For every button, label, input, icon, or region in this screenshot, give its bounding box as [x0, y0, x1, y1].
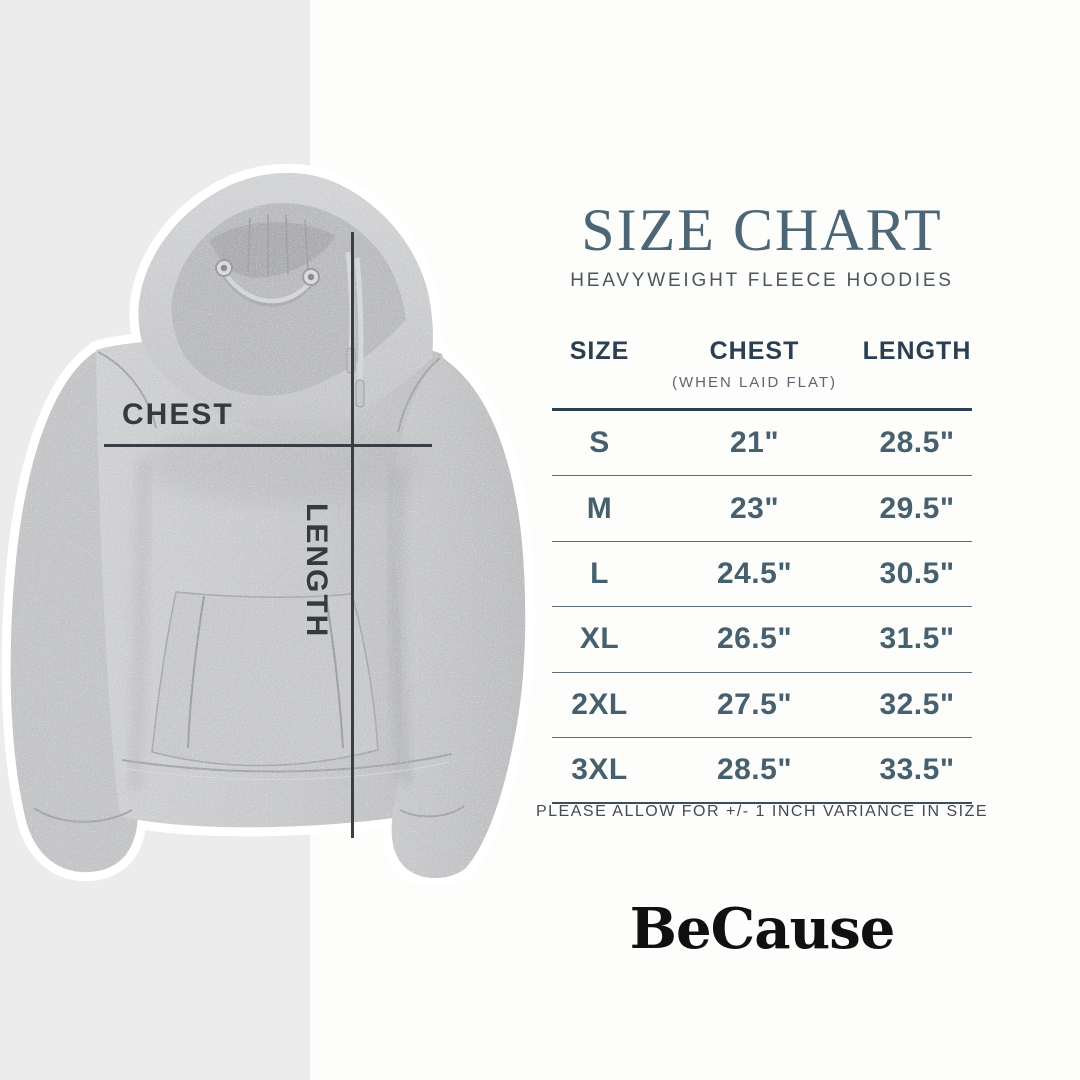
chest-measure-label: CHEST	[122, 398, 234, 431]
length-measure-line	[351, 232, 354, 838]
table-row: 2XL 27.5" 32.5"	[552, 673, 972, 738]
cell-chest: 28.5"	[716, 753, 793, 787]
cell-chest: 26.5"	[716, 622, 793, 656]
cell-size: S	[589, 426, 610, 460]
length-measure-label: LENGTH	[300, 503, 333, 639]
cell-length: 31.5"	[879, 622, 955, 656]
column-header-chest: CHEST (WHEN LAID FLAT)	[647, 336, 862, 398]
brand-wordmark: BeCause	[629, 896, 896, 962]
cell-chest: 23"	[729, 491, 780, 525]
cell-length: 32.5"	[879, 687, 955, 721]
column-header-chest-note: (WHEN LAID FLAT)	[671, 374, 838, 391]
cell-chest: 27.5"	[716, 687, 793, 721]
cell-size: 2XL	[571, 687, 628, 721]
cell-chest: 24.5"	[716, 556, 793, 590]
cell-length: 29.5"	[879, 491, 955, 525]
cell-length: 28.5"	[879, 426, 955, 460]
page-title: SIZE CHART	[581, 197, 943, 263]
cell-size: M	[586, 491, 613, 525]
table-row: XL 26.5" 31.5"	[552, 607, 972, 673]
cell-size: 3XL	[571, 753, 628, 787]
column-header-length: LENGTH	[862, 337, 972, 365]
table-row: L 24.5" 30.5"	[552, 542, 972, 608]
cell-length: 30.5"	[879, 556, 955, 590]
cell-size: XL	[579, 622, 620, 656]
chest-measure-line	[104, 444, 432, 447]
hoodie-illustration	[0, 160, 545, 885]
cell-length: 33.5"	[879, 753, 955, 787]
column-header-size: SIZE	[569, 337, 630, 365]
size-table: SIZE CHEST (WHEN LAID FLAT) LENGTH S 21"…	[552, 336, 972, 805]
cell-chest: 21"	[729, 426, 780, 460]
hoodie-photo	[0, 160, 545, 885]
variance-note: PLEASE ALLOW FOR +/- 1 INCH VARIANCE IN …	[535, 803, 989, 820]
table-row: M 23" 29.5"	[552, 476, 972, 542]
table-row: 3XL 28.5" 33.5"	[552, 738, 972, 805]
table-row: S 21" 28.5"	[552, 411, 972, 477]
cell-size: L	[590, 556, 609, 590]
size-table-header: SIZE CHEST (WHEN LAID FLAT) LENGTH	[552, 336, 972, 411]
column-header-chest-label: CHEST	[709, 337, 800, 365]
page-subtitle: HEAVYWEIGHT FLEECE HOODIES	[570, 270, 954, 291]
